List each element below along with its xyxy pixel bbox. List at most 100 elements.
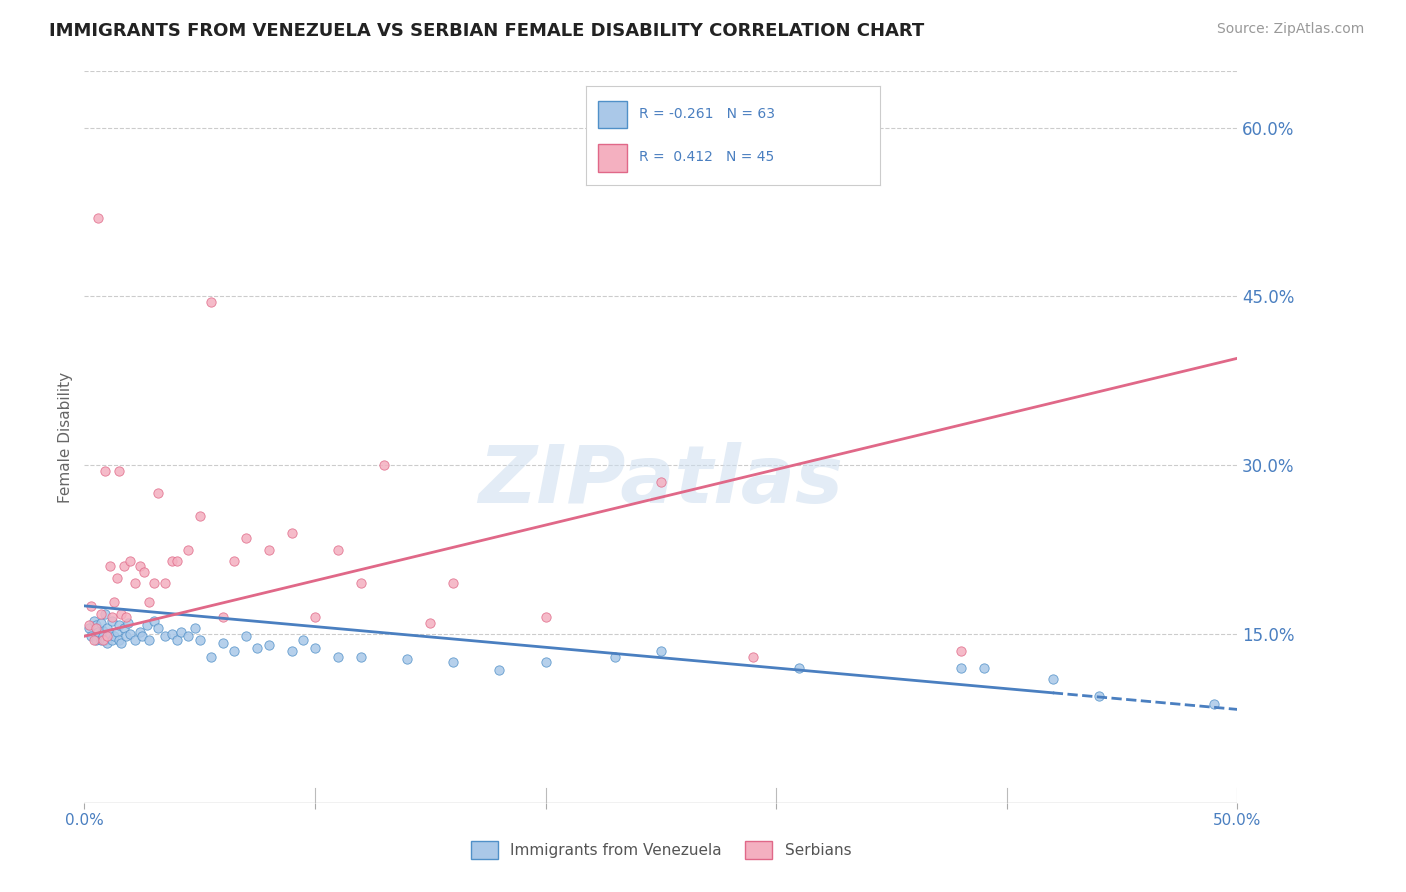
Point [89,607,111,621]
Point [153,629,176,643]
Point [117,615,139,630]
Point [742,649,765,664]
Point [211,636,233,650]
Point [304,640,326,655]
Point [326,649,349,664]
Point [87,624,110,639]
Point [603,649,626,664]
Point [77,621,100,635]
Point [77,618,100,632]
Point [534,655,557,669]
Point [211,610,233,624]
Point [135,618,157,632]
Point [89,632,111,647]
Point [120,627,142,641]
Point [292,632,315,647]
Point [787,661,810,675]
Point [200,649,222,664]
Point [108,464,131,478]
Point [224,554,246,568]
Point [120,554,142,568]
Point [105,624,128,639]
Point [83,614,105,628]
Point [103,595,125,609]
Point [108,618,131,632]
Point [188,632,211,647]
Point [949,661,972,675]
Point [200,295,222,310]
Point [184,621,207,635]
Text: IMMIGRANTS FROM VENEZUELA VS SERBIAN FEMALE DISABILITY CORRELATION CHART: IMMIGRANTS FROM VENEZUELA VS SERBIAN FEM… [49,22,925,40]
Point [166,632,188,647]
Point [98,559,121,574]
Point [83,632,105,647]
Point [124,632,146,647]
Point [650,644,672,658]
Point [94,464,117,478]
Point [350,649,373,664]
Point [1204,697,1226,711]
Point [949,644,972,658]
Point [650,475,672,489]
Point [973,661,995,675]
Point [534,610,557,624]
Point [146,486,169,500]
Point [96,621,118,635]
Point [96,636,118,650]
Point [224,644,246,658]
Point [1042,672,1064,686]
Point [84,621,107,635]
Point [101,610,124,624]
Point [115,629,138,643]
Point [89,615,111,630]
Point [488,663,510,677]
Point [304,610,326,624]
Point [166,554,188,568]
Point [103,629,125,643]
Point [160,627,183,641]
Point [131,629,153,643]
Point [80,599,103,613]
Point [134,565,156,579]
Point [177,629,200,643]
Point [441,655,464,669]
Point [188,508,211,523]
Point [128,624,150,639]
Point [101,614,124,628]
Text: ZIPatlas: ZIPatlas [478,442,844,520]
Point [80,629,103,643]
Point [326,542,349,557]
Point [235,532,257,546]
Point [281,525,304,540]
Point [257,638,280,652]
Point [257,542,280,557]
Point [84,632,107,647]
Point [138,595,160,609]
Point [146,621,169,635]
Point [177,542,200,557]
Point [105,571,128,585]
Point [110,607,132,621]
Point [108,632,131,647]
Point [101,632,124,647]
Point [138,632,160,647]
Point [246,640,269,655]
Point [373,458,395,473]
Point [142,614,165,628]
Point [124,576,146,591]
Point [419,615,441,630]
Point [153,576,176,591]
Point [112,621,135,635]
Point [98,627,121,641]
Point [396,652,419,666]
Point [91,624,114,638]
Point [84,618,107,632]
Point [91,632,114,647]
Point [94,607,117,621]
Point [1088,689,1111,703]
Point [281,644,304,658]
Point [170,624,193,639]
Y-axis label: Female Disability: Female Disability [58,371,73,503]
Point [350,576,373,591]
Legend: Immigrants from Venezuela, Serbians: Immigrants from Venezuela, Serbians [464,835,858,864]
